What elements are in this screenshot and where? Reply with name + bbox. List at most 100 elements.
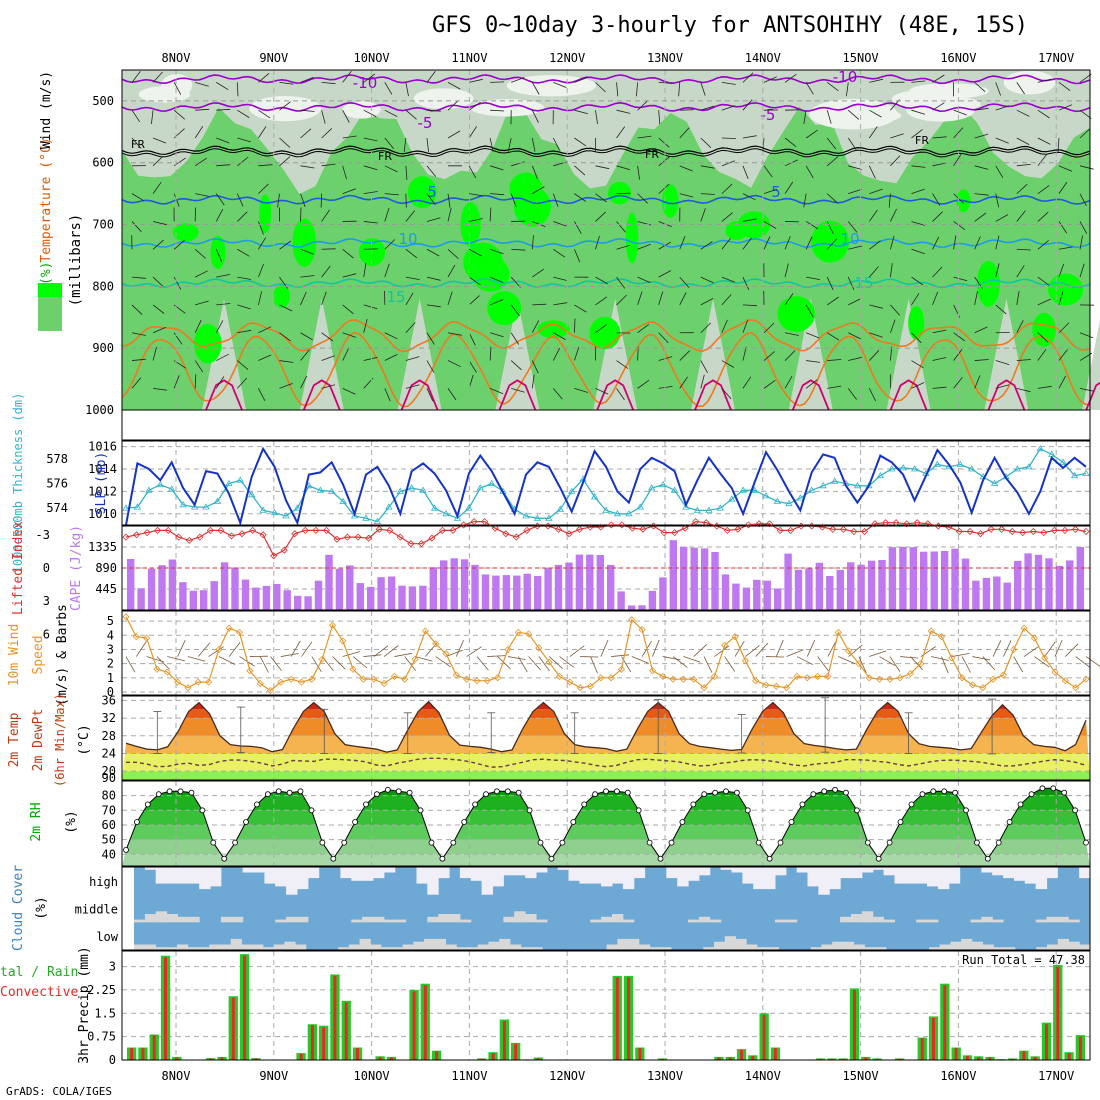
wind-barb	[637, 193, 648, 204]
cloud-cell	[488, 941, 500, 950]
rh-saturated-patch	[194, 324, 222, 364]
wind-barb	[490, 165, 504, 171]
wind-marker	[1030, 634, 1038, 642]
cape-bar	[471, 564, 479, 610]
thickness-marker	[453, 514, 462, 521]
wind-barb	[194, 360, 204, 373]
rh-surface-plume	[202, 298, 246, 410]
thickness-marker	[407, 484, 416, 491]
wind-barb-10m	[931, 656, 949, 661]
cloud-cell	[939, 944, 951, 950]
wind-barb-10m	[517, 656, 528, 673]
cape-bar	[1034, 554, 1043, 610]
cloud-cell	[1079, 944, 1091, 950]
wind-barb	[974, 133, 989, 139]
lifted-marker	[217, 526, 225, 534]
lifted-marker	[312, 526, 320, 534]
thickness-marker	[590, 493, 599, 500]
wind-barb	[721, 388, 732, 400]
cloud-clear-cell	[764, 867, 776, 890]
cloud-cell	[459, 919, 472, 923]
rh-saturated-patch	[811, 220, 850, 263]
wind-barb	[869, 332, 883, 338]
wind-barb-10m	[197, 642, 211, 657]
tick-label-lifted: -3	[36, 528, 50, 542]
wind-barb	[447, 264, 456, 278]
wind-barb-10m	[652, 639, 660, 657]
cape-bar	[262, 585, 271, 610]
tick-label-precip: 0	[109, 1053, 116, 1067]
wind-barb	[679, 193, 694, 198]
rh-marker	[221, 855, 228, 862]
wind-barb-10m	[301, 641, 313, 657]
wind-barb	[742, 99, 753, 111]
wind-barb	[384, 332, 398, 340]
wind-barb	[911, 382, 925, 389]
wind-barb	[216, 353, 229, 361]
cape-bar	[335, 568, 344, 610]
cloud-gap	[122, 867, 134, 950]
cloud-cell	[134, 944, 146, 950]
wind-barb	[868, 388, 876, 402]
wind-marker	[256, 679, 264, 688]
wind-barb	[258, 388, 266, 401]
wind-barb	[700, 208, 706, 222]
wind-barb	[131, 304, 143, 315]
cloud-cell	[757, 947, 769, 950]
wind-barb	[237, 109, 250, 118]
cape-bar	[450, 558, 458, 610]
lifted-marker	[491, 524, 499, 532]
cloud-cell	[724, 936, 736, 950]
rh-marker	[712, 789, 718, 796]
cape-bar	[920, 551, 928, 610]
thickness-marker	[705, 506, 713, 513]
thickness-marker	[636, 503, 645, 510]
wind-barb	[468, 360, 477, 373]
wind-barb	[258, 126, 267, 139]
cloud-clear-cell	[481, 867, 493, 895]
wind-barb	[510, 332, 520, 345]
contour-label: FR	[378, 150, 392, 163]
precip-convective-bar	[819, 1058, 823, 1060]
wind-barb	[468, 165, 477, 179]
lifted-marker	[850, 527, 858, 536]
cloud-cell	[536, 919, 548, 923]
wind-barb	[237, 360, 249, 370]
wind-barb	[574, 387, 588, 393]
lifted-marker	[860, 527, 869, 536]
wind-marker	[1072, 684, 1080, 692]
wind-barb	[869, 109, 882, 118]
wind-marker	[721, 641, 729, 649]
tick-label-temp: 32	[102, 711, 116, 725]
cloud-clear-cell	[601, 867, 613, 887]
wind-barb	[194, 248, 206, 259]
wind-barb	[784, 73, 797, 83]
wind-barb	[805, 236, 813, 250]
wind-barb	[826, 193, 838, 204]
contour-label: FR	[645, 148, 659, 161]
cloud-cell	[861, 911, 874, 923]
wind-barb	[552, 347, 561, 361]
thickness-marker	[1025, 463, 1033, 470]
wind-barb	[805, 221, 819, 230]
series-wind-speed	[125, 616, 1087, 692]
wind-marker	[669, 675, 677, 683]
precip-convective-bar	[175, 1057, 179, 1060]
rh-dry-patch	[413, 88, 474, 110]
wind-barb	[826, 276, 834, 290]
rh-marker	[668, 839, 675, 846]
wind-barb	[405, 276, 420, 280]
lifted-marker	[649, 522, 658, 530]
tick-label-slp: 1014	[88, 462, 117, 476]
rh-marker	[843, 789, 849, 796]
wind-barb	[237, 377, 247, 389]
wind-barb	[826, 137, 837, 150]
cloud-cell	[348, 944, 360, 950]
rh-marker	[821, 788, 828, 795]
wind-barb	[426, 193, 436, 206]
wind-barb	[236, 193, 244, 207]
wind-barb	[932, 74, 945, 83]
wind-barb-10m	[1003, 640, 1012, 657]
wind-barb	[890, 263, 893, 278]
thickness-marker	[659, 480, 667, 488]
